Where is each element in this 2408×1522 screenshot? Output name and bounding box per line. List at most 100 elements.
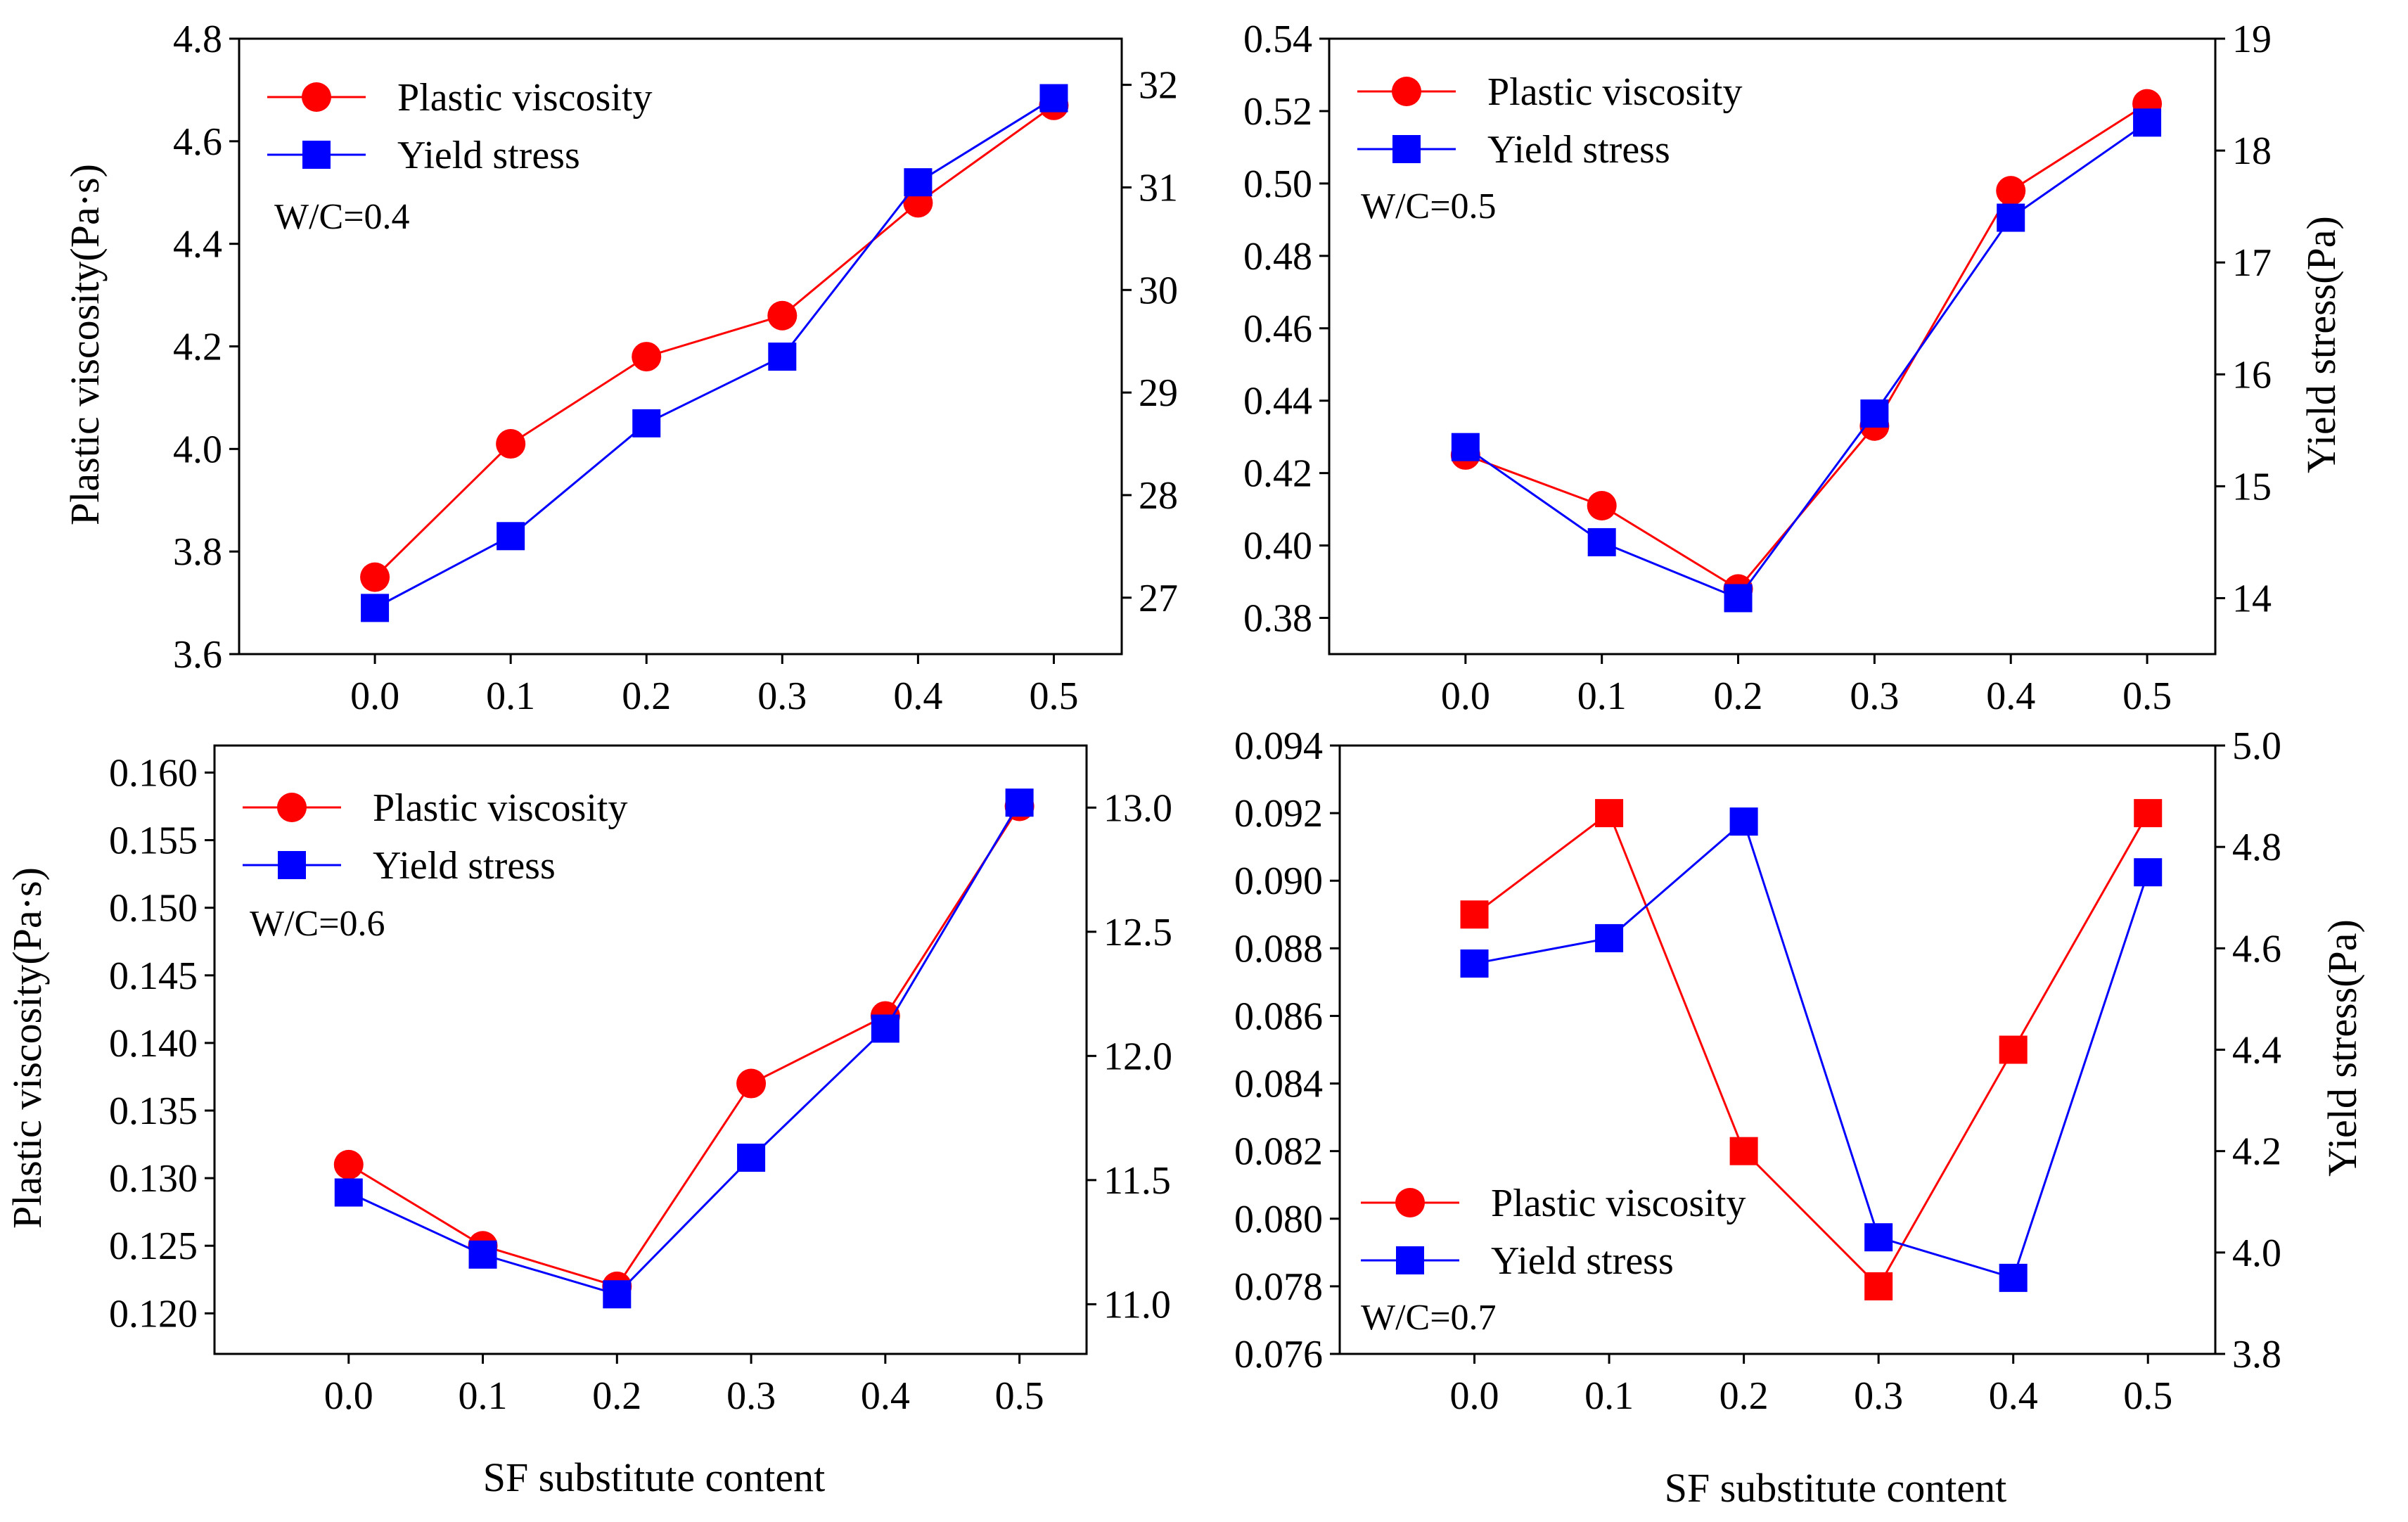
- data-point-yield-stress: [468, 1240, 497, 1269]
- legend-marker: [1392, 77, 1421, 106]
- legend-label: Yield stress: [1487, 128, 1670, 172]
- legend-label: Yield stress: [373, 844, 556, 888]
- plot-frame: [213, 744, 1088, 1355]
- x-tick-label: 0.1: [1577, 674, 1627, 718]
- x-tick-label: 0.3: [726, 1374, 776, 1418]
- x-axis-title-left: SF substitute content: [483, 1454, 826, 1500]
- x-tick-label: 0.0: [1441, 674, 1490, 718]
- data-point-plastic-viscosity: [2134, 799, 2163, 828]
- data-point-yield-stress: [737, 1144, 766, 1172]
- y-tick-label: 0.46: [1243, 307, 1312, 351]
- data-point-yield-stress: [1997, 203, 2025, 232]
- y-tick-label: 0.088: [1234, 927, 1323, 971]
- y2-tick-label: 31: [1139, 166, 1178, 210]
- data-point-plastic-viscosity: [360, 562, 390, 592]
- data-point-plastic-viscosity: [736, 1068, 767, 1099]
- x-tick-label: 0.5: [2122, 674, 2172, 718]
- y-tick-label: 0.160: [109, 751, 198, 795]
- y2-axis-title: Yield stress(Pa): [2319, 919, 2365, 1177]
- legend-marker: [302, 82, 331, 112]
- data-point-plastic-viscosity: [767, 300, 798, 331]
- x-tick-label: 0.5: [995, 1374, 1044, 1418]
- y2-tick-label: 18: [2232, 129, 2272, 173]
- y-tick-label: 0.44: [1243, 380, 1312, 423]
- y2-tick-label: 17: [2232, 241, 2272, 285]
- data-point-yield-stress: [2134, 858, 2163, 887]
- data-point-yield-stress: [632, 409, 661, 437]
- data-point-yield-stress: [361, 594, 390, 622]
- y-tick-label: 0.145: [109, 954, 198, 998]
- y-tick-label: 0.086: [1234, 995, 1323, 1038]
- y2-tick-label: 15: [2232, 465, 2272, 509]
- y2-tick-label: 14: [2232, 577, 2272, 620]
- wc-annotation: W/C=0.6: [250, 904, 385, 944]
- legend-marker: [278, 851, 306, 879]
- y2-axis-title: Yield stress(Pa): [2298, 216, 2344, 473]
- y2-tick-label: 12.5: [1103, 911, 1172, 954]
- x-tick-label: 0.2: [1714, 674, 1763, 718]
- y-tick-label: 0.082: [1234, 1130, 1323, 1174]
- y-axis-title: Plastic viscosity(Pa·s): [4, 867, 50, 1229]
- legend-marker: [1396, 1246, 1424, 1274]
- y-tick-label: 4.0: [173, 428, 222, 471]
- y-tick-label: 0.080: [1234, 1198, 1323, 1241]
- legend-label: Plastic viscosity: [397, 76, 652, 120]
- y-tick-label: 0.084: [1234, 1063, 1323, 1106]
- data-point-plastic-viscosity: [1587, 490, 1617, 520]
- y-tick-label: 4.6: [173, 120, 222, 164]
- x-tick-label: 0.4: [893, 674, 942, 718]
- x-tick-label: 0.1: [486, 674, 535, 718]
- data-point-plastic-viscosity: [632, 342, 662, 372]
- series-line-yield-stress: [374, 97, 1055, 609]
- panels-group: 0.0 0.1 0.2 0.3 0.4 0.5 3.6 3.8 4.0 4.2 4.4 4.6 4.8 2…: [4, 18, 2365, 1418]
- x-axis-title-right: SF substitute content: [1665, 1465, 2007, 1511]
- data-point-yield-stress: [1864, 1223, 1893, 1252]
- series-line-plastic-viscosity: [1473, 811, 2149, 1288]
- legend-label: Plastic viscosity: [1491, 1182, 1746, 1225]
- data-point-yield-stress: [871, 1014, 899, 1043]
- y2-tick-label: 29: [1139, 371, 1178, 415]
- series-line-plastic-viscosity: [347, 805, 1020, 1288]
- wc-annotation: W/C=0.7: [1361, 1298, 1497, 1338]
- y2-tick-label: 11.5: [1103, 1159, 1171, 1203]
- y2-tick-label: 27: [1139, 577, 1178, 620]
- wc-annotation: W/C=0.5: [1361, 186, 1497, 226]
- y2-tick-label: 30: [1139, 269, 1178, 312]
- x-tick-label: 0.3: [1850, 674, 1899, 718]
- x-tick-label: 0.5: [1029, 674, 1078, 718]
- data-point-yield-stress: [1039, 84, 1068, 113]
- data-point-yield-stress: [334, 1178, 363, 1207]
- x-tick-label: 0.4: [861, 1374, 910, 1418]
- y-axis-title: Plastic viscosity(Pa·s): [62, 164, 108, 525]
- series-line-yield-stress: [348, 802, 1020, 1296]
- x-tick-label: 0.1: [459, 1374, 508, 1418]
- y-tick-label: 0.50: [1243, 162, 1312, 206]
- y-tick-label: 0.38: [1243, 597, 1312, 641]
- data-point-yield-stress: [1595, 923, 1624, 952]
- y2-tick-label: 11.0: [1103, 1283, 1171, 1326]
- chart-panel-3: 0.0 0.1 0.2 0.3 0.4 0.5 0.120 0.125 0.130 0.135 0.…: [4, 744, 1172, 1418]
- data-point-plastic-viscosity: [333, 1149, 364, 1179]
- data-point-plastic-viscosity: [1996, 176, 2026, 206]
- data-point-yield-stress: [1724, 584, 1753, 613]
- y2-tick-label: 4.4: [2232, 1029, 2281, 1073]
- data-point-yield-stress: [904, 168, 933, 197]
- y2-tick-label: 12.0: [1103, 1035, 1172, 1078]
- x-tick-label: 0.5: [2123, 1374, 2172, 1418]
- series-line-plastic-viscosity: [374, 104, 1055, 578]
- y-tick-label: 0.120: [109, 1292, 198, 1336]
- data-point-yield-stress: [1005, 788, 1034, 817]
- data-point-yield-stress: [768, 343, 797, 371]
- y-tick-label: 0.48: [1243, 235, 1312, 279]
- legend-label: Yield stress: [397, 134, 580, 177]
- legend-marker: [1392, 135, 1421, 163]
- data-point-plastic-viscosity: [1999, 1035, 2028, 1064]
- data-point-yield-stress: [2133, 108, 2162, 137]
- y-tick-label: 0.078: [1234, 1265, 1323, 1309]
- legend-label: Yield stress: [1491, 1239, 1674, 1283]
- y2-tick-label: 5.0: [2232, 724, 2281, 768]
- data-point-yield-stress: [1729, 807, 1758, 836]
- y-tick-label: 0.52: [1243, 90, 1312, 134]
- y-tick-label: 0.140: [109, 1022, 198, 1066]
- y2-tick-label: 3.8: [2232, 1333, 2281, 1376]
